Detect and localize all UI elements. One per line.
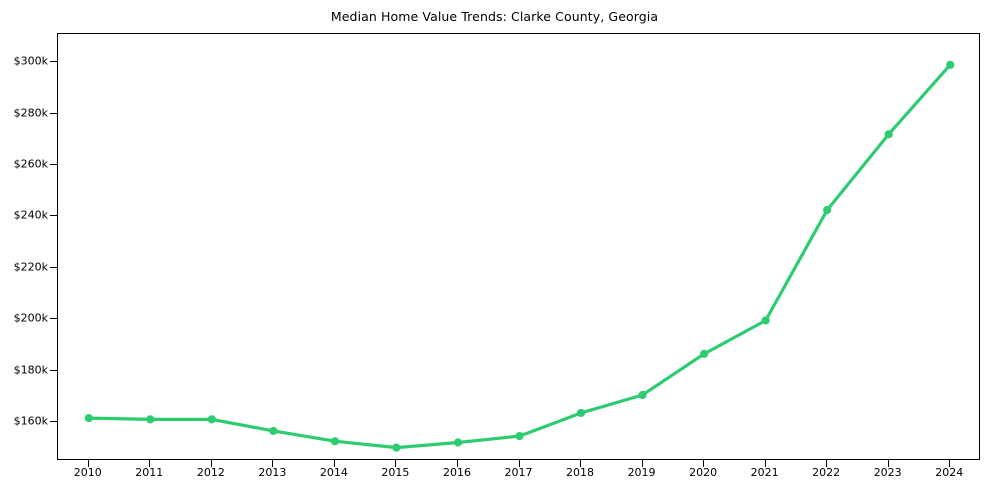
y-axis-tick-mark: [50, 61, 57, 63]
x-axis-tick-label: 2019: [627, 466, 656, 479]
x-axis-tick-mark: [210, 460, 212, 467]
x-axis-tick-label: 2011: [135, 466, 164, 479]
plot-area: [57, 33, 980, 460]
y-axis-tick-label: $300k: [13, 54, 48, 68]
x-axis-tick-mark: [87, 460, 89, 467]
data-point-2011: [146, 415, 155, 424]
x-axis-tick-mark: [764, 460, 766, 467]
x-axis-tick-label: 2017: [504, 466, 533, 479]
data-point-2015: [392, 443, 401, 452]
x-axis-tick-mark: [641, 460, 643, 467]
x-axis-tick-mark: [580, 460, 582, 467]
x-axis-tick-label: 2020: [689, 466, 718, 479]
y-axis-tick-label: $240k: [13, 208, 48, 222]
data-point-2021: [761, 316, 770, 325]
y-axis-tick-label: $160k: [13, 414, 48, 428]
x-axis-tick-mark: [272, 460, 274, 467]
x-axis-tick-mark: [518, 460, 520, 467]
y-axis-tick-mark: [50, 266, 57, 268]
data-point-2020: [700, 349, 709, 358]
x-axis-tick-label: 2010: [73, 466, 102, 479]
x-axis-tick-mark: [887, 460, 889, 467]
line-series-svg: [84, 60, 955, 452]
y-axis-tick-mark: [50, 215, 57, 217]
data-point-2023: [884, 130, 893, 139]
data-point-2019: [638, 390, 647, 400]
series-markers: [84, 60, 955, 452]
series-line-median-home-value: [87, 63, 952, 450]
x-axis-tick-mark: [826, 460, 828, 467]
y-axis-tick-mark: [50, 318, 57, 320]
x-axis-tick-label: 2012: [196, 466, 225, 479]
x-axis-tick-label: 2015: [381, 466, 410, 479]
x-axis-tick-mark: [149, 460, 151, 467]
x-axis-tick-label: 2016: [442, 466, 471, 479]
x-axis-tick-label: 2014: [319, 466, 348, 479]
x-axis-tick-mark: [949, 460, 951, 467]
x-axis-tick-label: 2022: [812, 466, 841, 479]
data-point-2016: [453, 438, 463, 447]
x-axis-tick-mark: [456, 460, 458, 467]
x-axis-tick-label: 2018: [566, 466, 595, 479]
data-point-2024: [946, 60, 955, 69]
x-axis-tick-mark: [333, 460, 335, 467]
y-axis-tick-mark: [50, 369, 57, 371]
y-axis-tick-mark: [50, 420, 57, 422]
y-axis-tick-mark: [50, 112, 57, 114]
y-axis-tick-mark: [50, 164, 57, 166]
data-point-2017: [515, 431, 524, 441]
y-axis-tick-label: $260k: [13, 157, 48, 171]
y-axis-tick-labels: $160k $180k $200k $220k $240k $260k $280k $300k: [0, 0, 48, 490]
y-axis-tick-label: $200k: [13, 311, 48, 325]
x-axis-tick-label: 2021: [750, 466, 779, 479]
x-axis-tick-label: 2013: [258, 466, 287, 479]
data-point-2022: [823, 205, 832, 215]
x-axis-tick-mark: [395, 460, 397, 467]
chart-title: Median Home Value Trends: Clarke County,…: [330, 9, 659, 24]
y-axis-tick-label: $280k: [13, 106, 48, 120]
x-axis-tick-label: 2023: [873, 466, 902, 479]
x-axis-tick-mark: [703, 460, 705, 467]
data-point-2010: [84, 413, 93, 423]
data-point-2012: [207, 415, 216, 424]
x-axis-tick-label: 2024: [935, 466, 964, 479]
data-point-2018: [576, 408, 586, 418]
data-point-2014: [330, 437, 339, 446]
y-axis-tick-label: $220k: [13, 260, 48, 274]
data-point-2013: [269, 426, 278, 436]
y-axis-tick-label: $180k: [13, 363, 48, 377]
